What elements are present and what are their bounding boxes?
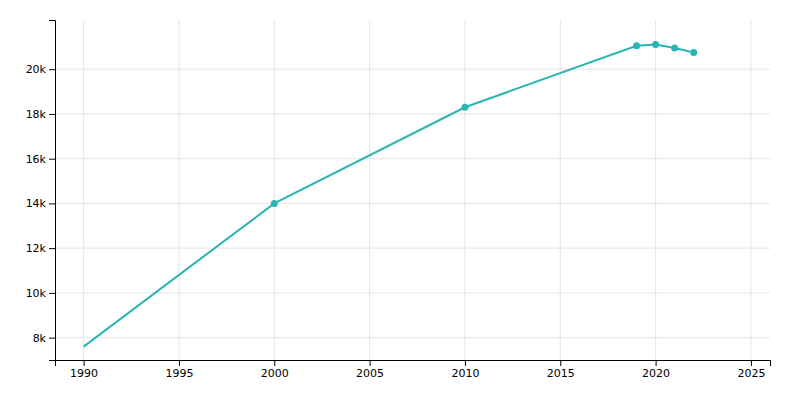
point <box>671 44 678 51</box>
y-tick: 12k <box>26 242 55 255</box>
grid-line <box>55 113 770 114</box>
x-tick-mark <box>84 360 85 366</box>
grid-line <box>178 20 179 360</box>
x-tick: 1990 <box>70 360 98 380</box>
x-tick-label: 2020 <box>642 367 670 380</box>
y-tick-mark <box>49 338 55 339</box>
grid-line <box>369 20 370 360</box>
y-tick-mark <box>49 293 55 294</box>
grid-line <box>55 248 770 249</box>
y-tick-label: 18k <box>26 108 47 121</box>
grid-line <box>55 292 770 293</box>
x-tick-label: 1990 <box>70 367 98 380</box>
x-axis: 1990 1995 2000 2005 2010 2015 2020 2025 <box>56 360 771 380</box>
x-tick-label: 1995 <box>165 367 193 380</box>
x-tick-mark <box>370 360 371 366</box>
line <box>84 45 694 347</box>
y-tick-label: 10k <box>26 287 47 300</box>
y-tick: 20k <box>26 63 55 76</box>
y-tick-label: 14k <box>26 197 47 210</box>
x-tick-mark <box>751 360 752 366</box>
y-tick-mark <box>49 114 55 115</box>
grid-line <box>655 20 656 360</box>
y-tick: 8k <box>33 332 55 345</box>
grid-line <box>83 20 84 360</box>
y-tick: 16k <box>26 153 55 166</box>
grid <box>55 20 770 360</box>
x-tick-label: 2005 <box>356 367 384 380</box>
x-tick-mark <box>656 360 657 366</box>
y-tick: 18k <box>26 108 55 121</box>
x-tick-label: 2000 <box>261 367 289 380</box>
y-tick-mark <box>49 69 55 70</box>
y-tick-mark <box>49 159 55 160</box>
x-tick: 2010 <box>451 360 479 380</box>
y-tick-mark <box>49 203 55 204</box>
grid-line <box>274 20 275 360</box>
point <box>271 200 278 207</box>
x-tick-mark <box>560 360 561 366</box>
x-axis-line <box>56 361 771 367</box>
y-axis-line <box>49 21 56 361</box>
grid-line <box>55 203 770 204</box>
x-tick: 2025 <box>737 360 765 380</box>
x-tick: 2000 <box>261 360 289 380</box>
y-tick-label: 8k <box>33 332 47 345</box>
x-tick: 2015 <box>547 360 575 380</box>
x-tick-mark <box>465 360 466 366</box>
y-tick: 14k <box>26 197 55 210</box>
point <box>633 42 640 49</box>
chart: 1990 1995 2000 2005 2010 2015 2020 2025 8k 10k 12k… <box>0 0 800 400</box>
marks <box>84 41 698 346</box>
y-axis: 8k 10k 12k 14k 16k 18k 20k <box>26 21 56 361</box>
x-tick-label: 2010 <box>451 367 479 380</box>
point <box>652 41 659 48</box>
grid-line <box>55 158 770 159</box>
x-tick-label: 2015 <box>547 367 575 380</box>
x-tick: 1995 <box>165 360 193 380</box>
grid-line <box>464 20 465 360</box>
y-tick: 10k <box>26 287 55 300</box>
x-tick: 2005 <box>356 360 384 380</box>
grid-line <box>55 337 770 338</box>
x-tick: 2020 <box>642 360 670 380</box>
y-tick-label: 12k <box>26 242 47 255</box>
point <box>690 49 697 56</box>
grid-line <box>560 20 561 360</box>
y-tick-label: 16k <box>26 153 47 166</box>
y-tick-mark <box>49 248 55 249</box>
x-tick-mark <box>274 360 275 366</box>
point <box>461 104 468 111</box>
plot: 1990 1995 2000 2005 2010 2015 2020 2025 8k 10k 12k… <box>26 20 771 380</box>
x-tick-mark <box>179 360 180 366</box>
grid-line <box>55 69 770 70</box>
y-tick-label: 20k <box>26 63 47 76</box>
grid-line <box>750 20 751 360</box>
x-tick-label: 2025 <box>737 367 765 380</box>
